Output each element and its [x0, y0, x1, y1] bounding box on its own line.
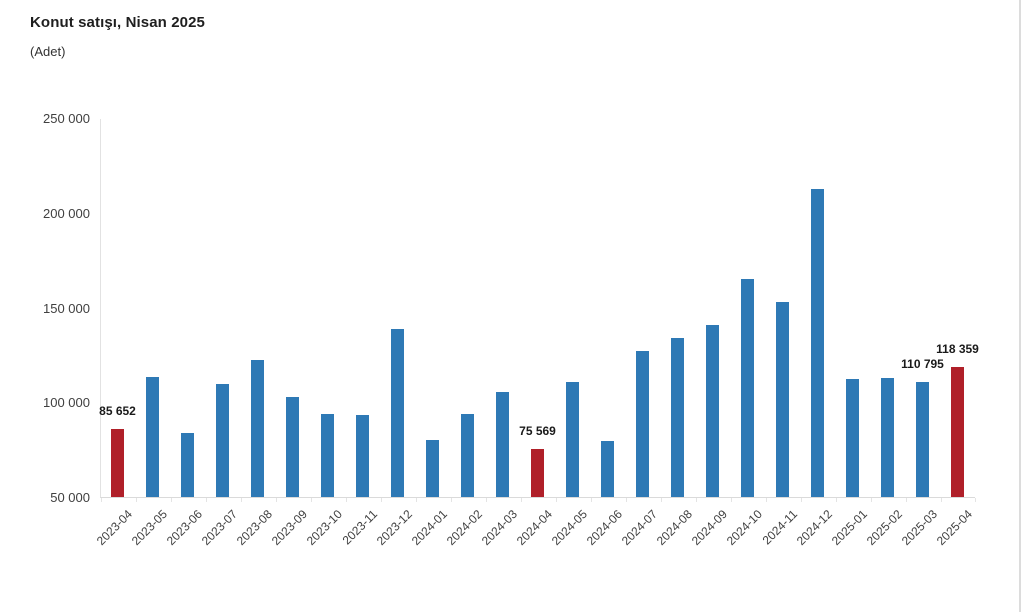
bar-2024-11 [776, 302, 789, 497]
bar-2024-07 [636, 351, 649, 497]
bar-2024-05 [566, 382, 579, 497]
x-axis-tick-mark [696, 498, 697, 502]
bar-2024-08 [671, 338, 684, 497]
x-axis-tick-mark [101, 498, 102, 502]
x-axis-tick-mark [171, 498, 172, 502]
bar-2025-03 [916, 382, 929, 497]
chart-header: Konut satışı, Nisan 2025 (Adet) [30, 14, 205, 59]
x-axis-tick-label: 2024-12 [794, 507, 836, 549]
x-axis-tick-label: 2024-11 [759, 507, 801, 548]
x-axis-tick-label: 2024-01 [409, 507, 451, 549]
bar-2024-01 [426, 440, 439, 497]
x-axis-tick-mark [731, 498, 732, 502]
bar-2024-02 [461, 414, 474, 497]
y-axis-tick-label: 250 000 [43, 111, 90, 126]
x-axis-tick-label: 2023-08 [234, 507, 276, 549]
chart-subtitle: (Adet) [30, 44, 66, 59]
bar-2023-05 [146, 377, 159, 497]
bar-2023-11 [356, 415, 369, 497]
x-axis-tick-label: 2024-07 [619, 507, 661, 549]
x-axis-tick-label: 2023-07 [199, 507, 241, 549]
x-axis-tick-label: 2023-10 [304, 507, 346, 549]
x-axis-tick-label: 2023-05 [129, 507, 171, 549]
bar-2024-12 [811, 189, 824, 497]
bar-2023-09 [286, 397, 299, 497]
bar-2023-08 [251, 360, 264, 497]
x-axis-tick-label: 2023-06 [164, 507, 206, 549]
x-axis-tick-mark [381, 498, 382, 502]
x-axis-tick-label: 2024-09 [689, 507, 731, 549]
bar-2023-06 [181, 433, 194, 497]
bar-2023-04 [111, 429, 124, 497]
bar-2023-07 [216, 384, 229, 497]
bar-value-label: 75 569 [519, 424, 556, 438]
x-axis-tick-mark [346, 498, 347, 502]
x-axis-tick-mark [975, 498, 976, 502]
x-axis-tick-mark [801, 498, 802, 502]
x-axis-tick-mark [626, 498, 627, 502]
x-axis-tick-label: 2024-02 [444, 507, 486, 549]
bar-2024-04 [531, 449, 544, 497]
x-axis-tick-mark [136, 498, 137, 502]
x-axis-tick-mark [311, 498, 312, 502]
plot-area: 2023-04 85 652 2023-05 2023-06 2023-07 2023-0… [94, 119, 979, 548]
y-axis-tick-label: 100 000 [43, 395, 90, 411]
page-edge-divider [1019, 0, 1021, 612]
x-axis-tick-label: 2024-10 [724, 507, 766, 549]
bar-value-label: 118 359 [936, 342, 979, 356]
bar-2025-01 [846, 379, 859, 497]
x-axis-tick-mark [871, 498, 872, 502]
x-axis-tick-mark [556, 498, 557, 502]
y-axis-tick-label: 50 000 [50, 490, 90, 505]
bar-2023-10 [321, 414, 334, 497]
x-axis-tick-label: 2025-04 [934, 507, 976, 549]
x-axis-tick-label: 2024-05 [549, 507, 591, 549]
bar-2024-06 [601, 441, 614, 497]
bar-2025-02 [881, 378, 894, 497]
x-axis-tick-mark [486, 498, 487, 502]
bar-value-label: 110 795 [901, 357, 944, 371]
x-axis-tick-mark [206, 498, 207, 502]
x-axis-tick-label: 2025-03 [899, 507, 941, 549]
y-axis-tick-label: 150 000 [43, 300, 90, 316]
x-axis-tick-label: 2023-09 [269, 507, 311, 549]
x-axis-tick-mark [241, 498, 242, 502]
bar-2023-12 [391, 329, 404, 497]
x-axis-tick-label: 2024-08 [654, 507, 696, 549]
bar-value-label: 85 652 [99, 404, 136, 418]
x-axis-tick-mark [941, 498, 942, 502]
x-axis-tick-label: 2023-04 [94, 507, 136, 549]
x-axis-tick-label: 2025-02 [864, 507, 906, 549]
x-axis-tick-mark [276, 498, 277, 502]
chart-title: Konut satışı, Nisan 2025 [30, 14, 205, 31]
bar-2025-04 [951, 367, 964, 497]
y-axis-tick-label: 200 000 [43, 205, 90, 221]
bar-2024-09 [706, 325, 719, 497]
x-axis-tick-mark [591, 498, 592, 502]
x-axis-tick-label: 2023-12 [374, 507, 416, 549]
x-axis-tick-label: 2024-06 [584, 507, 626, 549]
x-axis-tick-mark [661, 498, 662, 502]
x-axis-tick-mark [416, 498, 417, 502]
bar-2024-10 [741, 279, 754, 497]
x-axis-tick-label: 2024-04 [514, 507, 556, 549]
x-axis-tick-mark [906, 498, 907, 502]
x-axis-tick-label: 2025-01 [829, 507, 871, 549]
x-axis-tick-mark [836, 498, 837, 502]
x-axis-tick-mark [451, 498, 452, 502]
x-axis-tick-mark [766, 498, 767, 502]
bar-2024-03 [496, 392, 509, 497]
x-axis-tick-mark [521, 498, 522, 502]
x-axis-tick-label: 2023-11 [339, 507, 381, 548]
x-axis-tick-label: 2024-03 [479, 507, 521, 549]
